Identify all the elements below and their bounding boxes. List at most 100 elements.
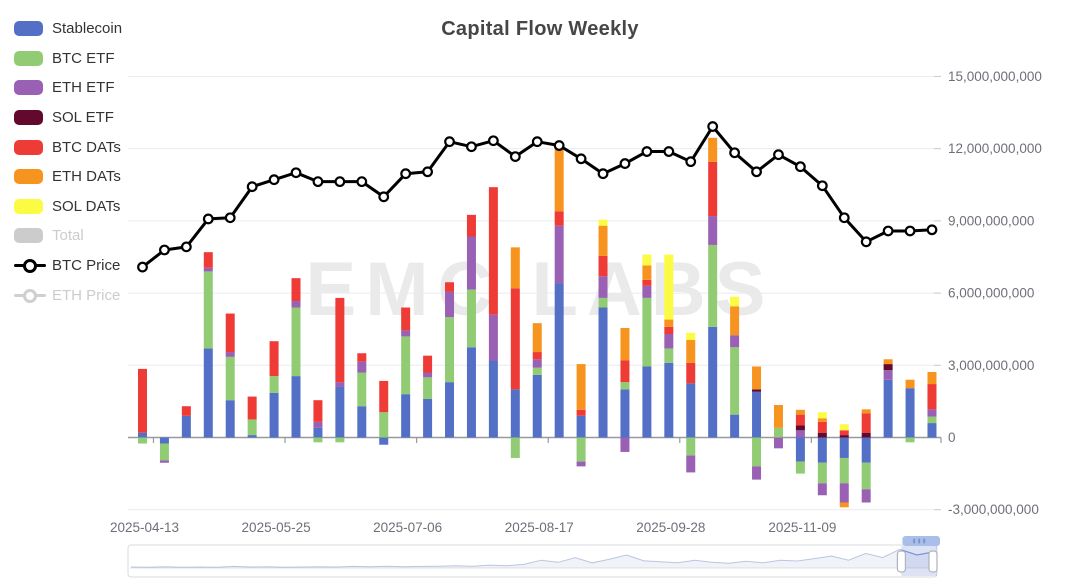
bar-segment (773, 427, 783, 438)
bar-segment (686, 332, 696, 341)
datazoom-sparkline (130, 548, 935, 568)
x-axis-label: 2025-05-25 (242, 520, 311, 535)
bar-segment (598, 297, 608, 308)
bar-segment (335, 437, 345, 443)
btc-price-point (334, 176, 346, 188)
btc-price-point (773, 149, 784, 161)
btc-price-point (312, 176, 324, 188)
legend-item-sol-dats[interactable]: SOL DATs (14, 192, 122, 222)
btc-price-point (224, 212, 236, 224)
datazoom-handle-right[interactable] (928, 550, 938, 573)
bar-segment (664, 362, 674, 438)
legend-label-eth-dats: ETH DATs (52, 168, 121, 186)
bar-segment (642, 279, 652, 286)
bar-segment (225, 356, 235, 401)
bar-segment (357, 406, 367, 438)
legend-item-sol-etf[interactable]: SOL ETF (14, 103, 122, 133)
bar-segment (401, 336, 411, 395)
btc-price-point (663, 146, 675, 157)
bar-segment (817, 421, 827, 433)
legend-line-marker-btc-price (14, 258, 46, 274)
legend-item-btc-price[interactable]: BTC Price (14, 251, 122, 281)
bar-segment (291, 376, 301, 438)
btc-price-point (882, 225, 894, 237)
legend-item-btc-dats[interactable]: BTC DATs (14, 132, 122, 162)
bar-segment (620, 382, 630, 390)
bar-segment (576, 461, 586, 467)
btc-price-point (707, 121, 719, 132)
bar-segment (510, 288, 520, 390)
bar-segment (752, 366, 762, 390)
btc-price-point (159, 244, 170, 256)
bar-segment (861, 413, 871, 433)
btc-price-point (619, 158, 631, 169)
bars-eth-etf (159, 216, 937, 503)
bar-segment (576, 409, 586, 416)
bar-segment (247, 419, 257, 436)
btc-price-point (729, 147, 741, 159)
bars-stablecoin (138, 283, 937, 463)
bar-segment (642, 265, 652, 280)
bar-segment (839, 437, 849, 458)
btc-price-point (400, 168, 412, 180)
bar-segment (401, 394, 411, 438)
bar-segment (269, 376, 279, 393)
bar-segment (883, 379, 893, 438)
legend-swatch-btc-dats (14, 139, 43, 155)
bar-segment (839, 424, 849, 431)
y-axis-label: 9,000,000,000 (948, 213, 1034, 228)
bar-segment (708, 244, 718, 327)
bar-segment (730, 335, 740, 348)
bar-segment (752, 389, 762, 392)
bar-segment (159, 460, 169, 463)
datazoom-slider[interactable] (127, 536, 940, 578)
bar-segment (730, 414, 740, 438)
bar-segment (773, 405, 783, 428)
bar-segment (138, 437, 147, 444)
btc-price-point (641, 146, 653, 157)
bar-segment (379, 412, 389, 438)
bar-segment (445, 382, 455, 438)
bar-segment (642, 254, 652, 266)
btc-price-point (575, 153, 587, 165)
btc-price-line (137, 121, 938, 273)
bar-segment (905, 388, 915, 438)
bar-segment (576, 437, 586, 462)
legend-item-stablecoin[interactable]: Stablecoin (14, 14, 122, 44)
x-axis-label: 2025-04-13 (110, 520, 179, 535)
bar-segment (927, 372, 937, 385)
legend-swatch-eth-etf (14, 80, 43, 96)
btc-price-point (487, 135, 499, 147)
legend-item-eth-dats[interactable]: ETH DATs (14, 162, 122, 192)
bar-segment (927, 423, 937, 438)
bar-segment (357, 372, 367, 407)
legend-item-total[interactable]: Total (14, 221, 122, 251)
legend-label-btc-etf: BTC ETF (52, 49, 115, 67)
bar-segment (313, 437, 323, 443)
bars-sol-etf (752, 364, 893, 438)
btc-price-point (531, 136, 543, 148)
bar-segment (423, 355, 433, 373)
legend-label-stablecoin: Stablecoin (52, 20, 123, 38)
x-axis-label: 2025-11-09 (768, 520, 836, 535)
bar-segment (291, 307, 301, 377)
bar-segment (159, 443, 169, 461)
btc-price-point (597, 168, 609, 180)
bar-segment (664, 254, 674, 320)
bar-segment (445, 291, 455, 318)
bar-segment (686, 455, 696, 473)
btc-price-point (466, 141, 477, 153)
legend-item-eth-etf[interactable]: ETH ETF (14, 73, 122, 103)
btc-price-point (926, 224, 938, 236)
bar-segment (686, 362, 696, 384)
datazoom-move-chip[interactable] (902, 536, 940, 546)
btc-price-point (838, 212, 850, 224)
bar-segment (466, 214, 476, 237)
gridlines (128, 75, 941, 511)
bars-btc-etf (138, 244, 937, 490)
datazoom-handle-left[interactable] (896, 550, 907, 573)
bars-eth-dats (510, 137, 937, 508)
bar-segment (927, 409, 937, 417)
legend-item-eth-price[interactable]: ETH Price (14, 280, 122, 310)
legend-item-btc-etf[interactable]: BTC ETF (14, 44, 122, 74)
